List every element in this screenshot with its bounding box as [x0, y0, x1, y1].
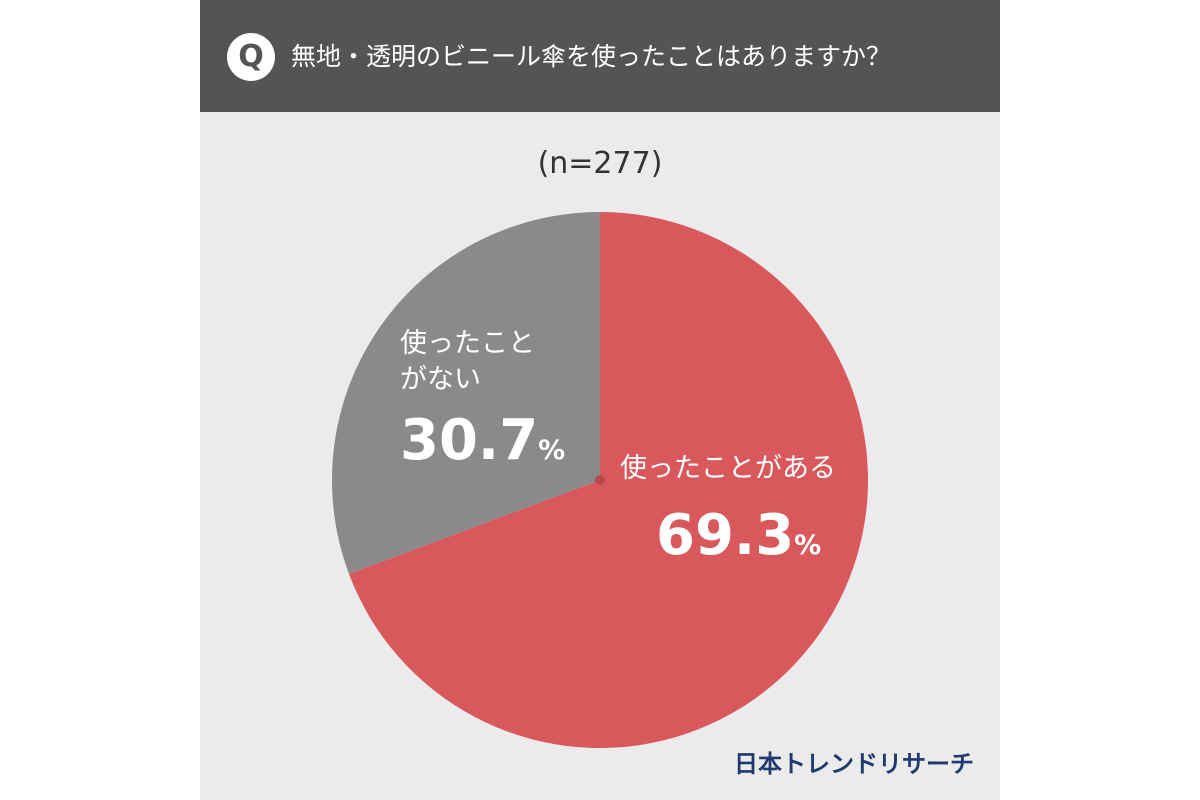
slice-name-used: 使ったことがある	[620, 453, 836, 484]
brand-logo: 日本トレンドリサーチ	[734, 750, 974, 778]
chart-card: Q 無地・透明のビニール傘を使ったことはありますか？ (n=277) 使ったこと…	[200, 0, 1000, 800]
slice-percent-not-used: 30.7	[400, 408, 539, 473]
question-header: Q 無地・透明のビニール傘を使ったことはありますか？	[200, 0, 1000, 112]
pie-slice-used	[349, 212, 868, 748]
pie-slice-not-used	[332, 212, 600, 574]
slice-name-not-used: 使ったこと がない	[400, 328, 535, 395]
pie-center-pin	[595, 475, 605, 485]
slice-percent-used: 69.3	[656, 503, 795, 568]
slice-unit-not-used: %	[538, 435, 566, 466]
slice-value-not-used: 30.7%	[400, 410, 610, 482]
sample-size: (n=277)	[537, 146, 663, 181]
slice-value-used: 69.3%	[656, 505, 836, 577]
pie-chart	[332, 212, 868, 748]
q-badge: Q	[227, 33, 275, 81]
question-text: 無地・透明のビニール傘を使ったことはありますか？	[291, 42, 892, 71]
slice-label-not-used: 使ったこと がない 30.7%	[400, 326, 610, 482]
slice-unit-used: %	[794, 530, 822, 561]
slice-label-used: 使ったことがある 69.3%	[620, 451, 836, 577]
